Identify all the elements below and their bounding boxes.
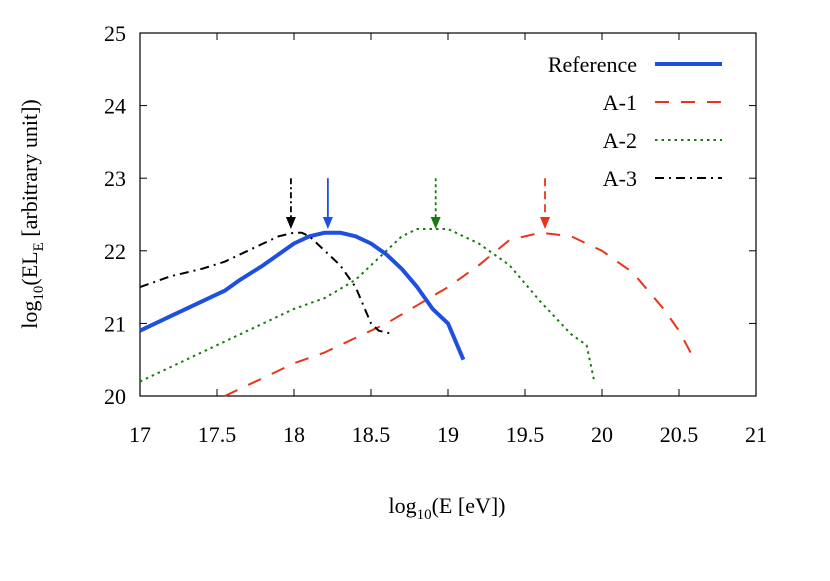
- series-layer: [139, 228, 696, 397]
- x-tick-label: 21: [745, 422, 767, 447]
- peak-markers: [285, 178, 551, 230]
- y-tick-label: 25: [104, 21, 126, 46]
- series-line-a-3: [139, 231, 395, 336]
- x-tick-label: 20: [591, 422, 613, 447]
- y-tick-label: 21: [104, 311, 126, 336]
- x-tick-label: 19.5: [506, 422, 545, 447]
- series-line-a-2: [139, 228, 596, 383]
- x-tick-label: 18: [283, 422, 305, 447]
- peak-arrowhead: [285, 217, 296, 230]
- y-tick-label: 24: [104, 94, 126, 119]
- legend-label: A-2: [603, 128, 637, 153]
- series-line-a-1: [224, 231, 696, 397]
- legend-label: A-3: [603, 166, 637, 191]
- y-tick-label: 22: [104, 239, 126, 264]
- peak-arrowhead: [322, 217, 333, 230]
- x-tick-label: 19: [437, 422, 459, 447]
- x-tick-label: 17: [129, 422, 151, 447]
- axis-ticks: 17 17.5 18 18.5 19 19.5 20 20.5 21 20 21 22 23 24 25: [104, 21, 767, 447]
- peak-arrowhead: [540, 217, 551, 230]
- legend-label: A-1: [603, 90, 637, 115]
- legend-label: Reference: [548, 52, 637, 77]
- peak-arrowhead: [430, 217, 441, 230]
- y-axis-title: log10(ELE [arbitrary unit]): [17, 99, 47, 328]
- y-tick-label: 23: [104, 166, 126, 191]
- legend: Reference A-1 A-2 A-3: [548, 52, 722, 191]
- plot-frame: [139, 32, 757, 397]
- x-tick-label: 20.5: [660, 422, 699, 447]
- y-tick-label: 20: [104, 384, 126, 409]
- x-tick-label: 17.5: [198, 422, 237, 447]
- x-tick-label: 18.5: [352, 422, 391, 447]
- series-line-reference: [139, 230, 466, 361]
- x-axis-title: log10(E [eV]): [388, 493, 505, 523]
